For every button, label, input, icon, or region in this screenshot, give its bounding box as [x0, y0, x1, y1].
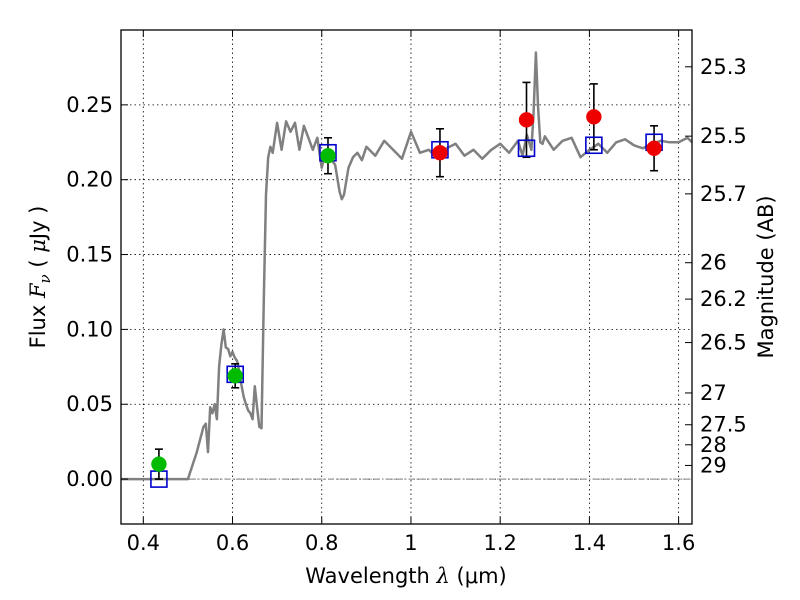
magnitude-tick-label: 27.5 — [700, 413, 747, 437]
magnitude-axis-label: Magnitude (AB) — [754, 195, 778, 358]
y-tick-labels: 0.00 0.05 0.10 0.15 0.20 0.25 — [66, 93, 113, 491]
green-data-point — [320, 147, 336, 164]
magnitude-tick-label: 26.2 — [700, 287, 747, 311]
y-tick-label: 0.20 — [66, 168, 113, 192]
magnitude-tick-label: 26.5 — [700, 331, 747, 355]
magnitude-tick-label: 26 — [700, 251, 727, 275]
magnitude-tick-label: 28 — [700, 433, 727, 457]
magnitude-tick-label: 25.3 — [700, 55, 747, 79]
x-tick-label: 1 — [404, 531, 417, 555]
x-tick-label: 0.6 — [216, 531, 249, 555]
x-tick-label: 1.4 — [573, 531, 606, 555]
x-tick-label: 1.2 — [483, 531, 516, 555]
plot-frame — [120, 29, 693, 525]
green-data-point — [151, 456, 167, 472]
x-tick-label: 0.8 — [305, 531, 338, 555]
magnitude-tick-label: 25.7 — [700, 182, 747, 206]
template-spectrum — [121, 51, 693, 481]
y-tick-label: 0.00 — [66, 467, 113, 491]
x-tick-labels: 0.4 0.6 0.8 1 1.2 1.4 1.6 — [127, 531, 696, 555]
x-tick-label: 0.4 — [127, 531, 160, 555]
y-tick-label: 0.15 — [66, 243, 113, 267]
red-data-point — [518, 112, 535, 128]
red-data-point — [586, 109, 602, 125]
magnitude-tick-label: 29 — [700, 453, 727, 477]
axis-ticks — [121, 30, 692, 524]
spectrum-line — [121, 51, 693, 481]
green-data-point — [227, 368, 243, 384]
magnitude-tick-label: 27 — [700, 381, 727, 405]
model-square-marker — [585, 136, 603, 155]
y-tick-label: 0.05 — [66, 392, 113, 416]
model-square-marker — [517, 139, 536, 158]
y-tick-label: 0.10 — [66, 317, 113, 341]
y-tick-label: 0.25 — [66, 93, 113, 117]
error-bars — [154, 81, 659, 480]
red-data-point — [646, 140, 662, 157]
magnitude-tick-label: 25.5 — [700, 124, 747, 148]
x-axis-label: Wavelength λ (μm) — [305, 564, 506, 588]
y-axis-label: Flux Fν ( μJy ) — [26, 206, 54, 349]
x-tick-label: 1.6 — [662, 531, 695, 555]
data-markers — [150, 109, 663, 488]
red-data-point — [432, 145, 448, 161]
